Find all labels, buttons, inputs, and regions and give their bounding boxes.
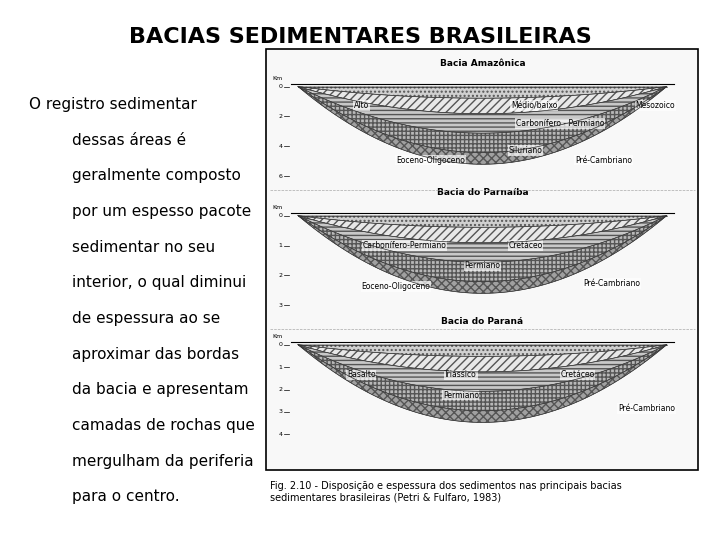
Text: dessas áreas é: dessas áreas é [72,133,186,148]
Text: 3: 3 [278,409,282,415]
Polygon shape [298,86,667,114]
Text: Bacia do Paraná: Bacia do Paraná [441,317,523,326]
Text: Eoceno-Oligoceno: Eoceno-Oligoceno [396,156,465,165]
Polygon shape [298,345,667,422]
Text: da bacia e apresentam: da bacia e apresentam [72,382,248,397]
Text: Carbonífero - Permiano: Carbonífero - Permiano [516,119,604,128]
Text: 1: 1 [279,364,282,369]
Polygon shape [298,86,667,133]
Text: Siluriano: Siluriano [508,146,543,155]
Polygon shape [298,215,667,262]
Text: interior, o qual diminui: interior, o qual diminui [72,275,246,291]
Text: 0: 0 [279,84,282,89]
Text: Pré-Cambriano: Pré-Cambriano [583,279,641,288]
Text: 0: 0 [279,342,282,347]
Text: Km: Km [272,205,282,210]
Text: Fig. 2.10 - Disposição e espessura dos sedimentos nas principais bacias
sediment: Fig. 2.10 - Disposição e espessura dos s… [270,481,622,502]
Text: Triássico: Triássico [444,370,477,379]
Text: de espessura ao se: de espessura ao se [72,311,220,326]
Text: Basalto: Basalto [347,370,376,379]
Text: Bacia do Parnaíba: Bacia do Parnaíba [436,188,528,197]
Text: 3: 3 [278,303,282,308]
Text: Bacia Amazônica: Bacia Amazônica [440,59,525,68]
Text: para o centro.: para o centro. [72,489,179,504]
Text: 0: 0 [279,213,282,218]
Polygon shape [298,86,667,153]
Text: Alto: Alto [354,101,369,110]
Text: O registro sedimentar: O registro sedimentar [29,97,197,112]
Text: Pré-Cambriano: Pré-Cambriano [618,404,675,413]
Text: Km: Km [272,334,282,339]
Text: Km: Km [272,76,282,81]
Text: Eoceno-Oligoceno: Eoceno-Oligoceno [361,282,431,291]
Polygon shape [298,215,667,243]
Text: 2: 2 [278,114,282,119]
Polygon shape [298,86,667,98]
Bar [266,49,698,470]
Text: 2: 2 [278,273,282,278]
Polygon shape [298,215,667,282]
Polygon shape [298,345,667,356]
Text: geralmente composto: geralmente composto [72,168,241,184]
Polygon shape [298,345,667,411]
Text: Permiano: Permiano [443,390,479,400]
Text: Carbonífero-Permiano: Carbonífero-Permiano [363,241,446,250]
Text: Permiano: Permiano [464,261,500,271]
Text: BACIAS SEDIMENTARES BRASILEIRAS: BACIAS SEDIMENTARES BRASILEIRAS [129,27,591,47]
Text: 4: 4 [278,144,282,149]
Text: 2: 2 [278,387,282,392]
Text: Pré-Cambriano: Pré-Cambriano [575,156,632,165]
Polygon shape [298,86,667,164]
Polygon shape [298,345,667,391]
Text: mergulham da periferia: mergulham da periferia [72,454,253,469]
Text: 1: 1 [279,243,282,248]
Polygon shape [298,215,667,227]
Text: Cretáceo: Cretáceo [560,370,595,379]
Polygon shape [298,345,667,372]
Text: 4: 4 [278,432,282,437]
Text: Mesozoico: Mesozoico [635,101,675,110]
Text: 6: 6 [279,174,282,179]
Text: por um espesso pacote: por um espesso pacote [72,204,251,219]
Text: sedimentar no seu: sedimentar no seu [72,240,215,255]
Text: Médio/baixo: Médio/baixo [511,101,557,110]
Text: camadas de rochas que: camadas de rochas que [72,418,255,433]
Text: Cretáceo: Cretáceo [508,241,543,250]
Polygon shape [298,215,667,293]
Text: aproximar das bordas: aproximar das bordas [72,347,239,362]
